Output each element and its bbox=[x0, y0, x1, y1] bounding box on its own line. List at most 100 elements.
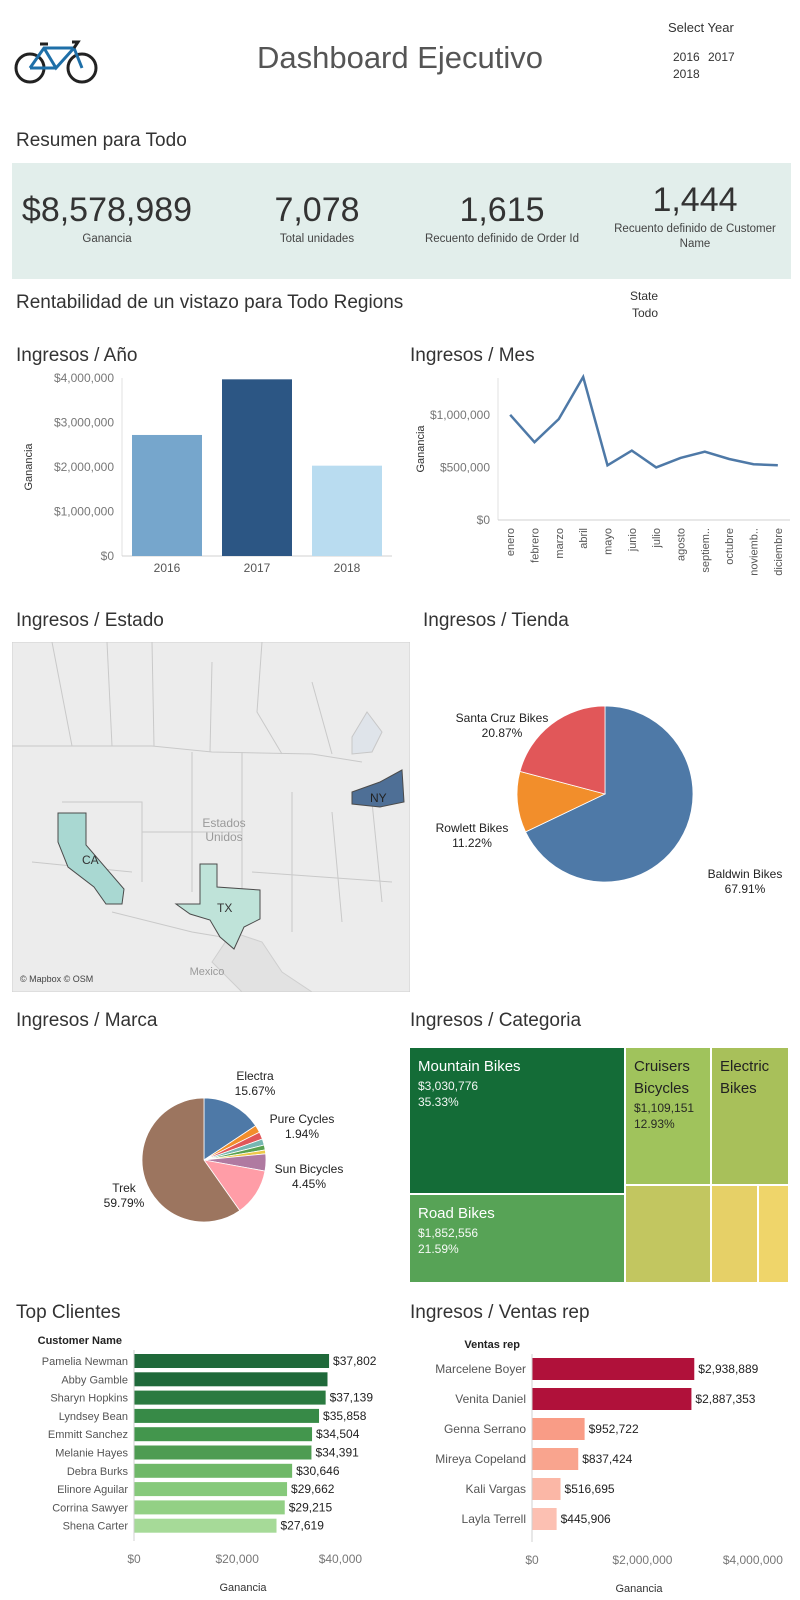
top-customers-bar-chart: Customer Name Pamelia Newman $37,802 Abby G… bbox=[38, 1335, 377, 1594]
bar-category-label: Melanie Hayes bbox=[55, 1448, 128, 1460]
treemap-value: $1,109,151 bbox=[634, 1101, 695, 1115]
pie-label-name: Rowlett Bikes bbox=[436, 821, 509, 835]
bar-lyndsey-bean bbox=[134, 1408, 320, 1423]
x-tick-label: mayo bbox=[603, 528, 615, 555]
bar-2018 bbox=[312, 465, 382, 556]
y-axis-title: Ganancia bbox=[415, 425, 427, 473]
treemap-name: Mountain Bikes bbox=[418, 1058, 521, 1075]
bar-value-label: $30,646 bbox=[296, 1464, 340, 1478]
kpi-value: 1,444 bbox=[652, 181, 738, 219]
bar-category-label: Lyndsey Bean bbox=[59, 1411, 128, 1423]
pie-slice-baldwin-bikes bbox=[525, 705, 694, 883]
pie-label-percent: 59.79% bbox=[104, 1196, 145, 1210]
bar-chart-header: Ventas rep bbox=[464, 1339, 520, 1351]
pie-label-percent: 15.67% bbox=[235, 1084, 276, 1098]
bar-value-label: $34,504 bbox=[316, 1427, 360, 1441]
pie-label-percent: 67.91% bbox=[725, 882, 766, 896]
treemap-cell-other-5[interactable] bbox=[712, 1186, 757, 1282]
bar-value-label: $29,662 bbox=[291, 1482, 335, 1496]
state-ny-label: NY bbox=[370, 791, 387, 805]
x-tick-label: 2016 bbox=[154, 561, 181, 575]
treemap-share: 35.33% bbox=[418, 1095, 459, 1109]
x-tick-label: $2,000,000 bbox=[612, 1553, 672, 1567]
bar-value-label: $2,887,353 bbox=[695, 1392, 755, 1406]
revenue-by-year-chart: $0 $1,000,000 $2,000,000 $3,000,000 $4,000,0… bbox=[23, 371, 392, 575]
page-title: Dashboard Ejecutivo bbox=[256, 40, 544, 75]
treemap-value: $3,030,776 bbox=[418, 1079, 479, 1093]
kpi-panel: $8,578,989 Ganancia 7,078 Total unidades… bbox=[12, 163, 791, 279]
x-tick-label: 2018 bbox=[334, 561, 361, 575]
x-tick-label: $0 bbox=[525, 1553, 539, 1567]
profitability-title: Rentabilidad de un vistazo para Todo Reg… bbox=[16, 292, 404, 313]
x-axis-title: Ganancia bbox=[615, 1583, 663, 1595]
bar-category-label: Layla Terrell bbox=[462, 1512, 526, 1526]
kpi-label: Recuento definido de Order Id bbox=[424, 233, 580, 245]
state-tx[interactable] bbox=[174, 863, 261, 950]
x-tick-label: abril bbox=[578, 528, 590, 549]
bar-debra-burks bbox=[134, 1463, 293, 1478]
x-tick-label: octubre bbox=[724, 528, 736, 565]
state-filter-value[interactable]: Todo bbox=[632, 306, 659, 320]
year-option-2016[interactable]: 2016 bbox=[673, 50, 700, 64]
bar-genna-serrano bbox=[532, 1418, 585, 1440]
section-title-reps: Ingresos / Ventas rep bbox=[410, 1302, 590, 1323]
bar-category-label: Shena Carter bbox=[63, 1521, 129, 1533]
treemap-cell-other-4[interactable] bbox=[626, 1186, 710, 1282]
bar-category-label: Debra Burks bbox=[67, 1466, 129, 1478]
state-ca[interactable] bbox=[57, 812, 125, 905]
treemap-cell-road-bikes[interactable]: Road Bikes $1,852,556 21.59% bbox=[410, 1195, 624, 1282]
kpi-label: Total unidades bbox=[279, 233, 355, 245]
x-tick-label: $40,000 bbox=[319, 1552, 363, 1566]
state-ca-label: CA bbox=[82, 853, 99, 867]
pie-label-percent: 11.22% bbox=[452, 836, 492, 850]
treemap-share: 21.59% bbox=[418, 1242, 459, 1256]
section-title-month: Ingresos / Mes bbox=[410, 345, 535, 366]
x-tick-label: 2017 bbox=[244, 561, 271, 575]
bar-layla-terrell bbox=[532, 1508, 557, 1530]
pie-slice-santa-cruz-bikes bbox=[519, 705, 606, 795]
treemap-cell-mountain-bikes[interactable]: Mountain Bikes $3,030,776 35.33% bbox=[410, 1048, 624, 1193]
treemap-cell-electric-bikes[interactable]: Electric Bikes bbox=[712, 1048, 788, 1184]
revenue-by-state-map[interactable]: CA TX NY Estados Unidos Mexico © Mapbox ©… bbox=[12, 642, 410, 992]
pie-label-percent: 1.94% bbox=[285, 1127, 319, 1141]
pie-slice-electra bbox=[203, 1097, 257, 1161]
bar-2016 bbox=[132, 434, 202, 556]
bar-value-label: $37,139 bbox=[330, 1391, 374, 1405]
treemap-cell-cruisers-bicycles[interactable]: Cruisers Bicycles $1,109,151 12.93% bbox=[626, 1048, 710, 1184]
kpi-customer-name: 1,444 Recuento definido de Customer Name bbox=[600, 181, 790, 252]
y-tick-label: $4,000,000 bbox=[54, 371, 114, 385]
bar-category-label: Elinore Aguilar bbox=[57, 1484, 128, 1496]
kpi-order-id: 1,615 Recuento definido de Order Id bbox=[407, 191, 597, 247]
bar-value-label: $35,858 bbox=[323, 1409, 367, 1423]
x-tick-label: agosto bbox=[676, 528, 688, 561]
bar-elinore-aguilar bbox=[134, 1482, 288, 1497]
section-title-state: Ingresos / Estado bbox=[16, 610, 164, 631]
bike-logo-icon bbox=[14, 40, 98, 84]
pie-label-percent: 20.87% bbox=[482, 726, 523, 740]
x-tick-label: $20,000 bbox=[216, 1552, 260, 1566]
bar-2017 bbox=[222, 379, 292, 556]
pie-label-percent: 4.45% bbox=[292, 1177, 326, 1191]
y-axis-title: Ganancia bbox=[23, 443, 35, 491]
treemap-cell-other-6[interactable] bbox=[759, 1186, 788, 1282]
pie-label-name: Electra bbox=[236, 1069, 274, 1083]
pie-label-name: Trek bbox=[112, 1181, 137, 1195]
map-borders bbox=[12, 642, 393, 943]
month-line-series bbox=[509, 373, 778, 469]
bar-category-label: Venita Daniel bbox=[455, 1392, 526, 1406]
y-tick-label: $3,000,000 bbox=[54, 416, 114, 430]
x-tick-label: julio bbox=[651, 528, 663, 549]
y-tick-label: $0 bbox=[101, 549, 115, 563]
mexico-shape bbox=[211, 931, 313, 992]
treemap-name: Cruisers Bicycles bbox=[634, 1058, 690, 1097]
x-axis-title: Ganancia bbox=[219, 1582, 267, 1594]
revenue-by-rep-bar-chart: Ventas rep Marcelene Boyer $2,938,889 Venit… bbox=[435, 1339, 783, 1595]
country-mx-label: Mexico bbox=[190, 966, 225, 978]
state-ny[interactable] bbox=[351, 769, 405, 808]
bar-category-label: Genna Serrano bbox=[444, 1422, 526, 1436]
year-option-2018[interactable]: 2018 bbox=[673, 67, 700, 81]
treemap-name: Road Bikes bbox=[418, 1205, 495, 1222]
bar-value-label: $27,619 bbox=[281, 1519, 325, 1533]
year-option-2017[interactable]: 2017 bbox=[708, 50, 735, 64]
